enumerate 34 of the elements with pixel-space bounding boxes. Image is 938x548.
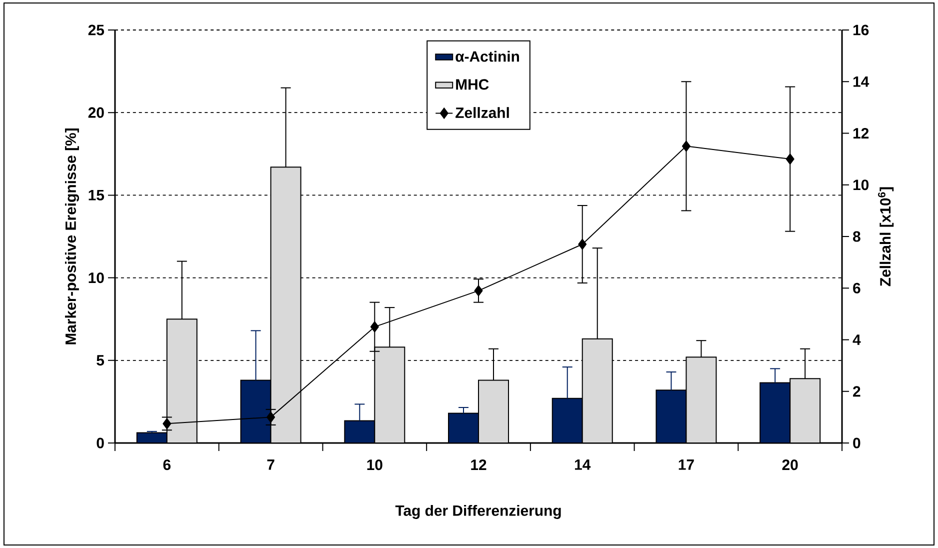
y-tick-label: 15	[88, 190, 104, 200]
point	[682, 140, 690, 152]
y-tick-label: 25	[88, 24, 104, 36]
y2-tick-label: 12	[853, 128, 869, 138]
point	[266, 412, 276, 423]
x-tick-label: 20	[782, 460, 798, 470]
x-tick-label: 17	[678, 460, 694, 470]
y2-tick-label: 0	[853, 438, 860, 448]
y2-tick-label: 8	[853, 231, 860, 242]
legend-label: α-Actinin	[456, 50, 519, 62]
y-tick-label: 10	[88, 272, 104, 284]
point	[786, 154, 794, 165]
x-axis-title: Tag der Differenzierung	[395, 504, 561, 519]
y-tick-label: 5	[96, 355, 104, 366]
y-tick-label: 0	[96, 438, 104, 448]
point	[474, 285, 483, 296]
y2-tick-label: 14	[853, 76, 870, 87]
y-axis-title: Marker-positive Ereignisse [%]	[65, 128, 80, 344]
y2-tick-label: 6	[853, 282, 860, 294]
x-tick-label: 14	[574, 460, 591, 470]
x-tick-label: 10	[367, 460, 382, 470]
y2-tick-label: 4	[852, 334, 861, 345]
x-tick-label: 6	[163, 460, 171, 470]
point	[578, 238, 587, 250]
legend-label: MHC	[456, 79, 489, 90]
legend-label: Zellzahl	[456, 107, 509, 118]
y2-axis-title: Zellzahl [x10$^{6}$]	[878, 187, 894, 286]
point	[370, 321, 379, 332]
y2-tick-label: 10	[853, 180, 869, 190]
x-tick-label: 7	[267, 460, 274, 470]
y2-tick-label: 16	[853, 24, 869, 36]
x-tick-label: 12	[471, 460, 486, 470]
y-tick-label: 20	[88, 107, 104, 118]
y2-tick-label: 2	[853, 386, 860, 397]
